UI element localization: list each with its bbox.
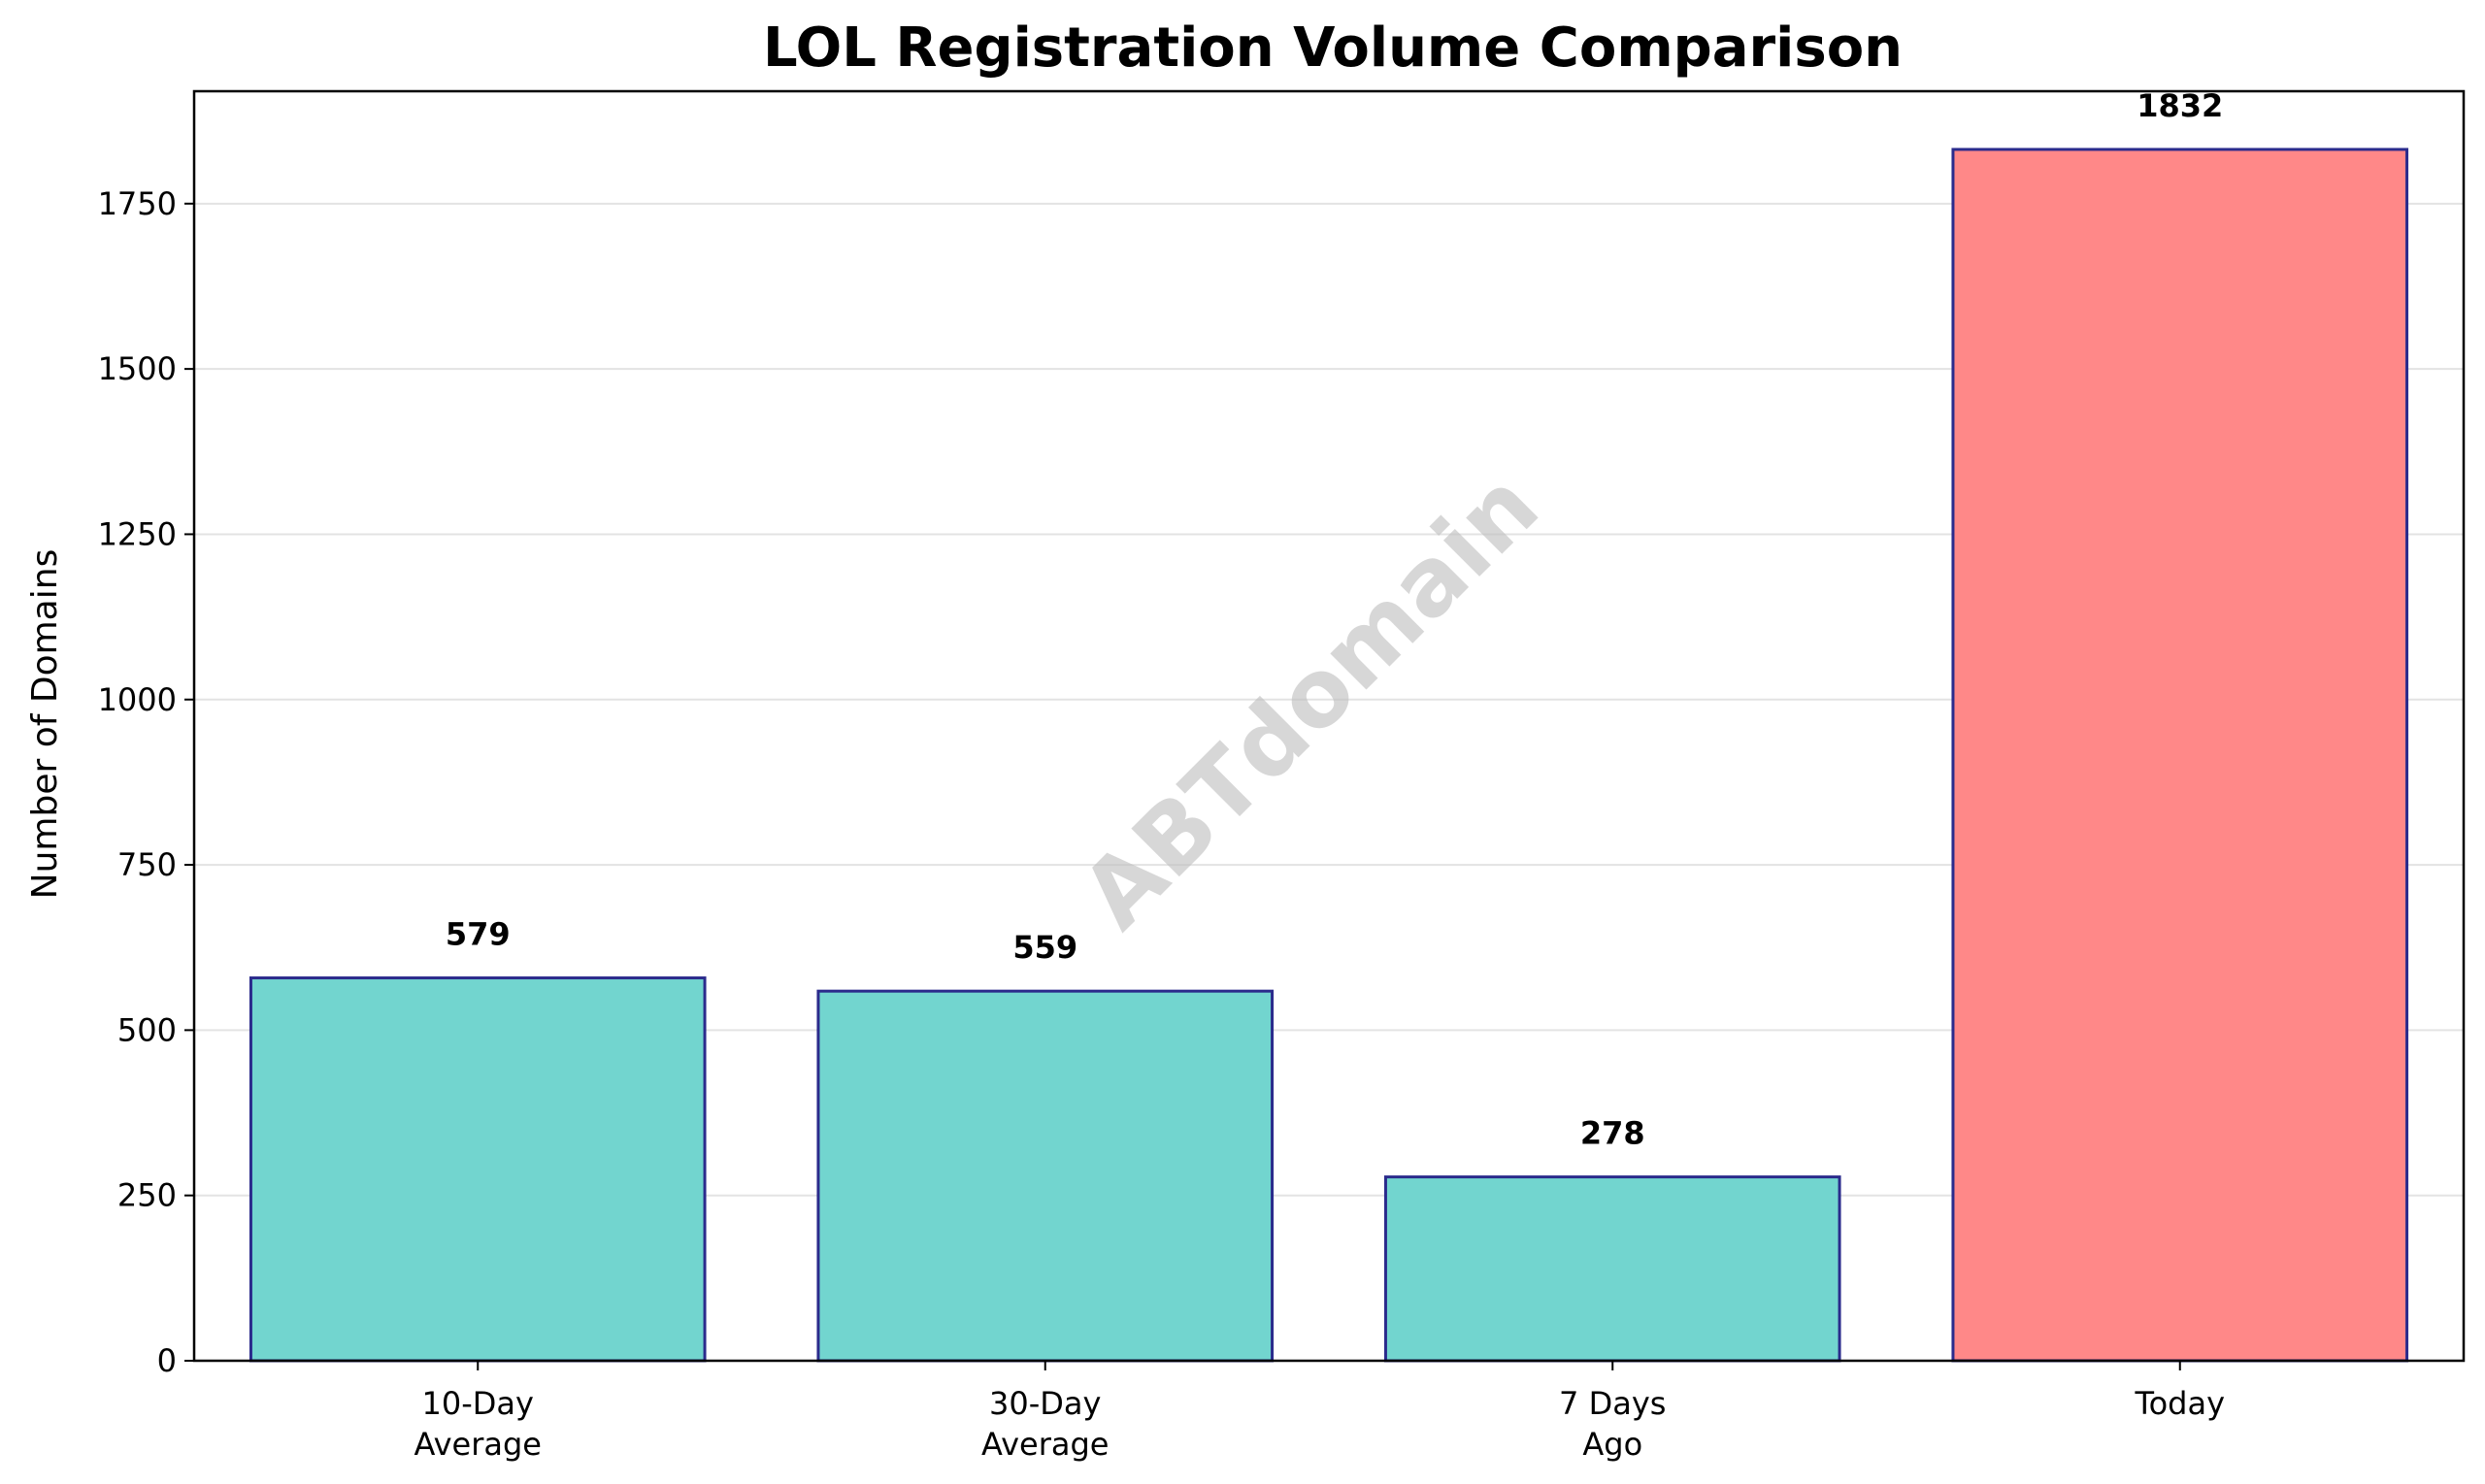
y-tick-label: 1750 — [98, 185, 177, 222]
x-tick-label: 10-Day — [422, 1385, 534, 1422]
bar-value-label: 278 — [1580, 1115, 1645, 1152]
x-tick-label: Average — [414, 1426, 542, 1463]
y-tick-label: 1500 — [98, 350, 177, 387]
y-axis-label: Number of Domains — [25, 549, 65, 900]
bar — [1383, 1175, 1841, 1363]
y-tick-label: 250 — [117, 1177, 177, 1214]
x-axis-ticks: 10-Day Average 30-Day Average 7 Days Ago Today — [414, 1361, 2225, 1463]
x-tick-label: 7 Days — [1559, 1385, 1666, 1422]
bar-value-label: 579 — [446, 916, 511, 953]
y-axis-ticks: 0 250 500 750 1000 1250 1500 1750 — [98, 185, 194, 1379]
x-tick-label: Today — [2134, 1385, 2225, 1422]
bar-value-label: 559 — [1012, 929, 1077, 966]
x-tick-label: Ago — [1582, 1426, 1642, 1463]
bars: 579 559 278 1832 — [248, 87, 2409, 1363]
x-tick-label: 30-Day — [989, 1385, 1101, 1422]
bar — [816, 989, 1275, 1363]
y-tick-label: 1000 — [98, 681, 177, 718]
bar-value-label: 1832 — [2137, 87, 2223, 124]
x-tick-label: Average — [981, 1426, 1109, 1463]
plot-frame — [192, 89, 2466, 1363]
chart-title: LOL Registration Volume Comparison — [763, 16, 1903, 80]
y-tick-label: 1250 — [98, 515, 177, 552]
bar — [1951, 148, 2409, 1363]
y-tick-label: 500 — [117, 1011, 177, 1048]
bar — [248, 976, 707, 1363]
y-tick-label: 0 — [157, 1342, 177, 1379]
y-tick-label: 750 — [117, 846, 177, 883]
